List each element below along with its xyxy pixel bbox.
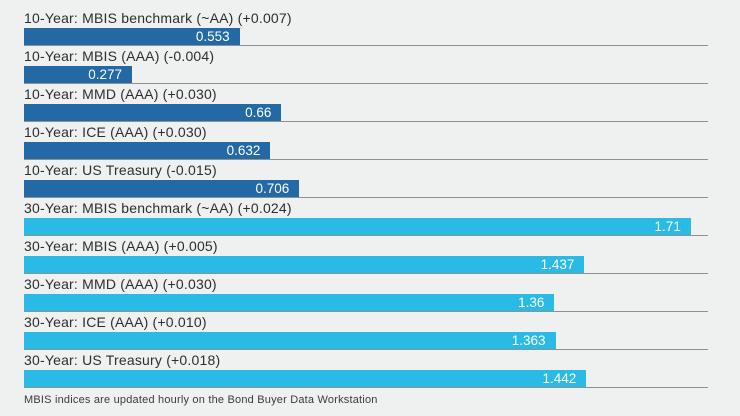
bar-label: 10-Year: US Treasury (-0.015)	[24, 162, 217, 178]
bar: 1.437	[24, 256, 585, 273]
bar-value-label: 1.437	[540, 257, 575, 272]
chart-row: 10-Year: MBIS (AAA) (-0.004) 0.277	[24, 46, 708, 84]
bar-track: 0.66	[24, 104, 708, 121]
bar-label: 10-Year: MMD (AAA) (+0.030)	[24, 86, 217, 102]
bar-label: 30-Year: ICE (AAA) (+0.010)	[24, 314, 207, 330]
bar: 0.632	[24, 142, 271, 159]
bar-label: 10-Year: MBIS benchmark (~AA) (+0.007)	[24, 10, 292, 26]
chart-row: 10-Year: US Treasury (-0.015) 0.706	[24, 160, 708, 198]
chart-row: 30-Year: MMD (AAA) (+0.030) 1.36	[24, 274, 708, 312]
bar-value-label: 1.442	[542, 371, 577, 386]
bar-track: 0.553	[24, 28, 708, 45]
chart-rows: 10-Year: MBIS benchmark (~AA) (+0.007) 0…	[24, 8, 708, 388]
bar-value-label: 1.36	[518, 295, 545, 310]
chart-row: 30-Year: ICE (AAA) (+0.010) 1.363	[24, 312, 708, 350]
bar-track: 0.277	[24, 66, 708, 83]
bar-label: 30-Year: MMD (AAA) (+0.030)	[24, 276, 217, 292]
bar: 1.363	[24, 332, 556, 349]
chart-row: 30-Year: MBIS (AAA) (+0.005) 1.437	[24, 236, 708, 274]
bar-track: 0.706	[24, 180, 708, 197]
bar-value-label: 1.71	[654, 219, 681, 234]
bar-track: 1.442	[24, 370, 708, 387]
chart-row: 10-Year: MBIS benchmark (~AA) (+0.007) 0…	[24, 8, 708, 46]
bar-value-label: 0.706	[255, 181, 290, 196]
bar: 0.553	[24, 28, 240, 45]
bar-track: 1.71	[24, 218, 708, 235]
chart-row: 10-Year: ICE (AAA) (+0.030) 0.632	[24, 122, 708, 160]
chart-footnote: MBIS indices are updated hourly on the B…	[24, 394, 378, 406]
bar-track: 1.363	[24, 332, 708, 349]
bar-label: 10-Year: ICE (AAA) (+0.030)	[24, 124, 207, 140]
bar-value-label: 0.632	[226, 143, 261, 158]
bar-track: 1.36	[24, 294, 708, 311]
bar: 0.706	[24, 180, 300, 197]
bar: 1.442	[24, 370, 587, 387]
bar-label: 30-Year: MBIS (AAA) (+0.005)	[24, 238, 218, 254]
bar: 1.36	[24, 294, 555, 311]
bar-label: 30-Year: US Treasury (+0.018)	[24, 352, 221, 368]
bar-label: 10-Year: MBIS (AAA) (-0.004)	[24, 48, 215, 64]
bar-track: 1.437	[24, 256, 708, 273]
bar-track: 0.632	[24, 142, 708, 159]
bar: 0.277	[24, 66, 133, 83]
bar-value-label: 0.553	[195, 29, 230, 44]
bar-label: 30-Year: MBIS benchmark (~AA) (+0.024)	[24, 200, 292, 216]
chart-row: 30-Year: MBIS benchmark (~AA) (+0.024) 1…	[24, 198, 708, 236]
bar-value-label: 1.363	[511, 333, 546, 348]
bar: 1.71	[24, 218, 691, 235]
chart-row: 30-Year: US Treasury (+0.018) 1.442	[24, 350, 708, 388]
bar-value-label: 0.66	[245, 105, 272, 120]
bar: 0.66	[24, 104, 282, 121]
bar-value-label: 0.277	[88, 67, 123, 82]
chart-row: 10-Year: MMD (AAA) (+0.030) 0.66	[24, 84, 708, 122]
